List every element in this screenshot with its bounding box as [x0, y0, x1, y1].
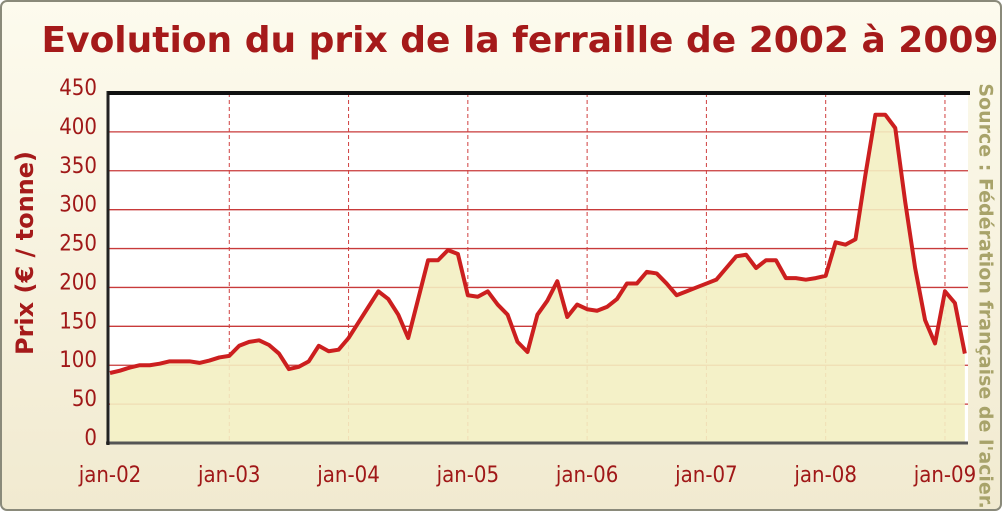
y-tick-label: 350 [59, 154, 97, 179]
y-axis-label: Prix (€ / tonne) [11, 151, 39, 355]
source-note: Source : Fédération française de l'acier… [975, 83, 997, 508]
x-tick-label: jan-04 [316, 463, 380, 488]
y-tick-label: 0 [84, 426, 97, 451]
chart-title: Evolution du prix de la ferraille de 200… [42, 20, 999, 61]
x-tick-label: jan-08 [793, 463, 857, 488]
y-tick-label: 250 [59, 232, 97, 257]
y-tick-label: 50 [72, 387, 97, 412]
y-tick-label: 400 [59, 115, 97, 140]
y-tick-label: 100 [59, 348, 97, 373]
plot: 0 50 100 150 200 250 300 350 400 450 jan-02 jan-03 j… [59, 76, 976, 488]
x-tick-label: jan-07 [674, 463, 738, 488]
y-tick-label: 150 [59, 309, 97, 334]
x-tick-label: jan-09 [913, 463, 977, 488]
data-line [109, 112, 967, 375]
y-tick-label: 450 [59, 76, 97, 101]
area-fill [110, 114, 965, 444]
y-tick-label: 200 [59, 270, 97, 295]
x-tick-label: jan-03 [197, 463, 261, 488]
y-tick-label: 300 [59, 193, 97, 218]
x-tick-label: jan-05 [436, 463, 500, 488]
x-tick-label: jan-06 [555, 463, 619, 488]
x-tick-label: jan-02 [78, 463, 142, 488]
